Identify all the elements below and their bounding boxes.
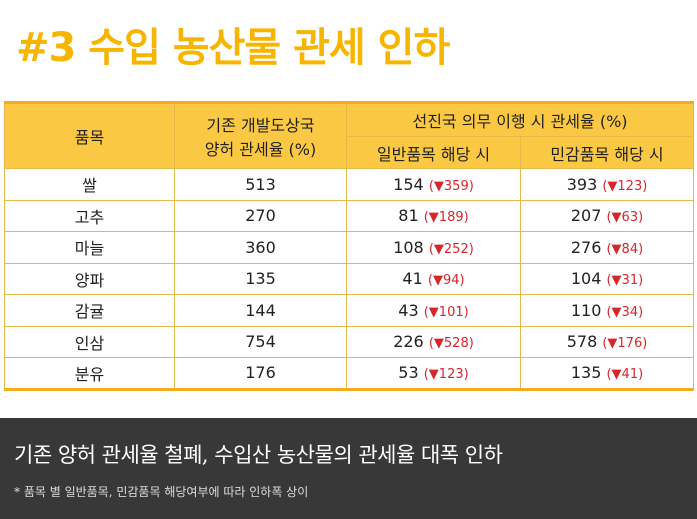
general-rate-decrease: (▼189) (423, 210, 469, 226)
cell-sensitive-rate: 110 (▼34) (519, 294, 695, 327)
general-rate-decrease: (▼94) (427, 273, 465, 289)
cell-general-rate: 53 (▼123) (346, 357, 521, 390)
cell-sensitive-rate: 104 (▼31) (519, 262, 695, 295)
general-rate-decrease: (▼252) (428, 241, 474, 257)
cell-item: 분유 (4, 357, 175, 390)
sensitive-rate-value: 104 (570, 269, 602, 289)
cell-general-rate: 154 (▼359) (346, 168, 521, 201)
sensitive-rate-decrease: (▼63) (606, 210, 644, 226)
header-existing-line1: 기존 개발도상국 (206, 116, 315, 135)
cell-item: 감귤 (4, 294, 175, 327)
header-item: 품목 (4, 102, 175, 169)
general-rate-decrease: (▼528) (428, 336, 474, 352)
table-row: 감귤 144 43 (▼101) 110 (▼34) (4, 294, 695, 327)
sensitive-rate-value: 135 (570, 363, 602, 383)
footer-banner: 기존 양허 관세율 철폐, 수입산 농산물의 관세율 대폭 인하 * 품목 별 … (0, 418, 697, 519)
cell-general-rate: 81 (▼189) (346, 199, 521, 232)
table-body: 쌀 513 154 (▼359) 393 (▼123) 고추 270 81 (▼189) 20… (4, 168, 695, 390)
sensitive-rate-decrease: (▼34) (606, 304, 644, 320)
cell-sensitive-rate: 578 (▼176) (519, 325, 695, 358)
cell-general-rate: 108 (▼252) (346, 231, 521, 264)
cell-item: 고추 (4, 199, 175, 232)
general-rate-value: 81 (398, 206, 419, 226)
general-rate-value: 43 (398, 300, 419, 320)
tariff-table: 품목 기존 개발도상국 양허 관세율 (%) 선진국 의무 이행 시 관세율 (… (4, 101, 695, 391)
cell-item: 마늘 (4, 231, 175, 264)
table-row: 양파 135 41 (▼94) 104 (▼31) (4, 262, 695, 295)
general-rate-decrease: (▼123) (423, 367, 469, 383)
cell-existing-rate: 135 (174, 262, 347, 295)
cell-item: 인삼 (4, 325, 175, 358)
footer-note: * 품목 별 일반품목, 민감품목 해당여부에 따라 인하폭 상이 (14, 485, 309, 499)
general-rate-value: 108 (393, 237, 424, 257)
table-row: 고추 270 81 (▼189) 207 (▼63) (4, 199, 695, 232)
cell-existing-rate: 513 (174, 168, 347, 201)
table-row: 마늘 360 108 (▼252) 276 (▼84) (4, 231, 695, 264)
header-existing-rate: 기존 개발도상국 양허 관세율 (%) (174, 102, 347, 169)
table-row: 인삼 754 226 (▼528) 578 (▼176) (4, 325, 695, 358)
header-general-item: 일반품목 해당 시 (346, 136, 521, 169)
cell-general-rate: 43 (▼101) (346, 294, 521, 327)
cell-existing-rate: 176 (174, 357, 347, 390)
table-row: 쌀 513 154 (▼359) 393 (▼123) (4, 168, 695, 201)
sensitive-rate-value: 207 (570, 206, 602, 226)
sensitive-rate-decrease: (▼176) (602, 336, 648, 352)
cell-existing-rate: 360 (174, 231, 347, 264)
cell-item: 쌀 (4, 168, 175, 201)
cell-sensitive-rate: 207 (▼63) (519, 199, 695, 232)
sensitive-rate-value: 110 (570, 300, 602, 320)
sensitive-rate-value: 276 (570, 237, 602, 257)
cell-general-rate: 226 (▼528) (346, 325, 521, 358)
cell-sensitive-rate: 135 (▼41) (519, 357, 695, 390)
sensitive-rate-decrease: (▼123) (602, 178, 648, 194)
cell-existing-rate: 144 (174, 294, 347, 327)
cell-existing-rate: 754 (174, 325, 347, 358)
page-title: #3 수입 농산물 관세 인하 (16, 25, 450, 71)
header-developed-group: 선진국 의무 이행 시 관세율 (%) (345, 102, 695, 137)
general-rate-decrease: (▼101) (423, 304, 469, 320)
cell-item: 양파 (4, 262, 175, 295)
header-existing-line2: 양허 관세율 (%) (204, 140, 317, 159)
general-rate-value: 41 (402, 269, 423, 289)
footer-headline: 기존 양허 관세율 철폐, 수입산 농산물의 관세율 대폭 인하 (14, 443, 503, 467)
cell-sensitive-rate: 276 (▼84) (519, 231, 695, 264)
cell-sensitive-rate: 393 (▼123) (519, 168, 695, 201)
sensitive-rate-value: 393 (566, 174, 598, 194)
general-rate-value: 226 (393, 332, 424, 352)
sensitive-rate-decrease: (▼41) (606, 367, 644, 383)
general-rate-decrease: (▼359) (428, 178, 474, 194)
sensitive-rate-value: 578 (566, 332, 598, 352)
general-rate-value: 154 (393, 174, 424, 194)
sensitive-rate-decrease: (▼84) (606, 241, 644, 257)
tariff-table-container: 품목 기존 개발도상국 양허 관세율 (%) 선진국 의무 이행 시 관세율 (… (4, 101, 695, 391)
cell-existing-rate: 270 (174, 199, 347, 232)
cell-general-rate: 41 (▼94) (346, 262, 521, 295)
table-row: 분유 176 53 (▼123) 135 (▼41) (4, 357, 695, 390)
general-rate-value: 53 (398, 363, 419, 383)
header-sensitive-item: 민감품목 해당 시 (519, 136, 695, 169)
sensitive-rate-decrease: (▼31) (606, 273, 644, 289)
